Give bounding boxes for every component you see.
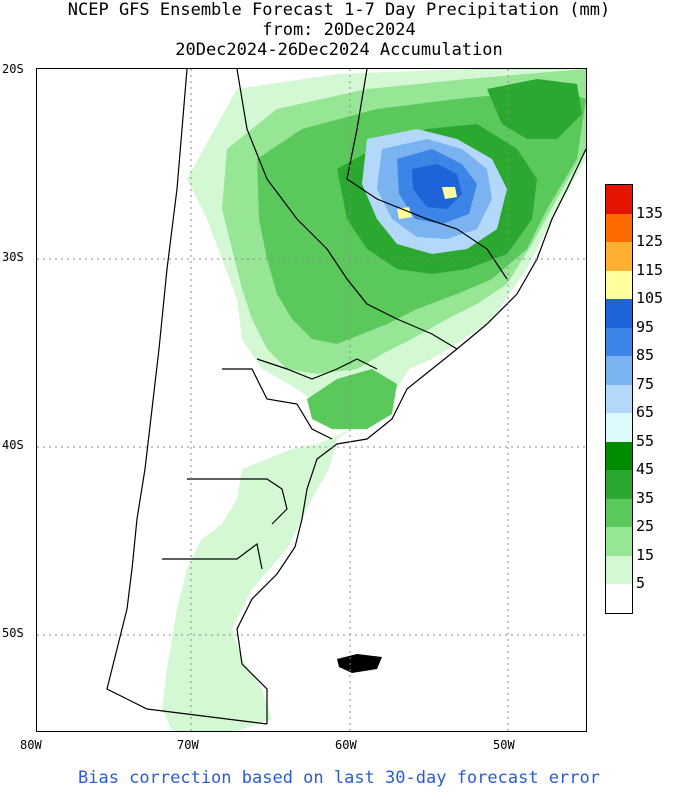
lon-tick-80w: 80W (20, 738, 42, 752)
legend-swatch (606, 270, 632, 300)
map-title: NCEP GFS Ensemble Forecast 1-7 Day Preci… (67, 0, 611, 20)
legend-swatch (606, 356, 632, 385)
legend-label: 75 (636, 374, 655, 393)
coastlines-borders (106, 69, 586, 725)
legend-label: 95 (636, 317, 655, 336)
legend-swatch (606, 242, 632, 271)
legend-label: 45 (636, 460, 655, 479)
legend-swatch (606, 413, 632, 442)
legend-swatch (606, 470, 632, 499)
legend-label: 105 (636, 289, 664, 308)
legend-swatch (606, 384, 632, 414)
falkland-islands (337, 654, 382, 673)
lat-tick-40s: 40S (2, 438, 24, 452)
legend-label: 125 (636, 232, 664, 251)
bias-correction-note: Bias correction based on last 30-day for… (78, 768, 600, 788)
legend-swatch (606, 555, 632, 585)
legend-label: 15 (636, 545, 655, 564)
lon-tick-50w: 50W (493, 738, 515, 752)
legend-label: 35 (636, 488, 655, 507)
lon-tick-60w: 60W (335, 738, 357, 752)
legend-label: 85 (636, 346, 655, 365)
legend-swatch (606, 299, 632, 328)
map-canvas (37, 69, 586, 731)
lat-tick-20s: 20S (2, 62, 24, 76)
legend-label: 135 (636, 203, 664, 222)
legend-label: 65 (636, 403, 655, 422)
graticule (37, 69, 586, 731)
lat-tick-50s: 50S (2, 626, 24, 640)
lat-tick-30s: 30S (2, 250, 24, 264)
map-accumulation-period: 20Dec2024-26Dec2024 Accumulation (175, 40, 503, 60)
legend-label: 5 (636, 574, 646, 593)
precip-fields (162, 69, 586, 731)
lon-tick-70w: 70W (177, 738, 199, 752)
legend-swatch (606, 527, 632, 556)
legend-swatch (606, 327, 632, 357)
legend-swatch (606, 441, 632, 471)
legend-label: 115 (636, 260, 664, 279)
legend-label: 55 (636, 431, 655, 450)
legend-swatch (606, 498, 632, 528)
legend-swatch (606, 584, 632, 613)
legend-swatch (606, 185, 632, 214)
precipitation-map (36, 68, 587, 732)
legend-label: 25 (636, 517, 655, 536)
color-legend (605, 184, 633, 614)
map-issue-date: from: 20Dec2024 (262, 20, 416, 40)
legend-swatch (606, 213, 632, 243)
